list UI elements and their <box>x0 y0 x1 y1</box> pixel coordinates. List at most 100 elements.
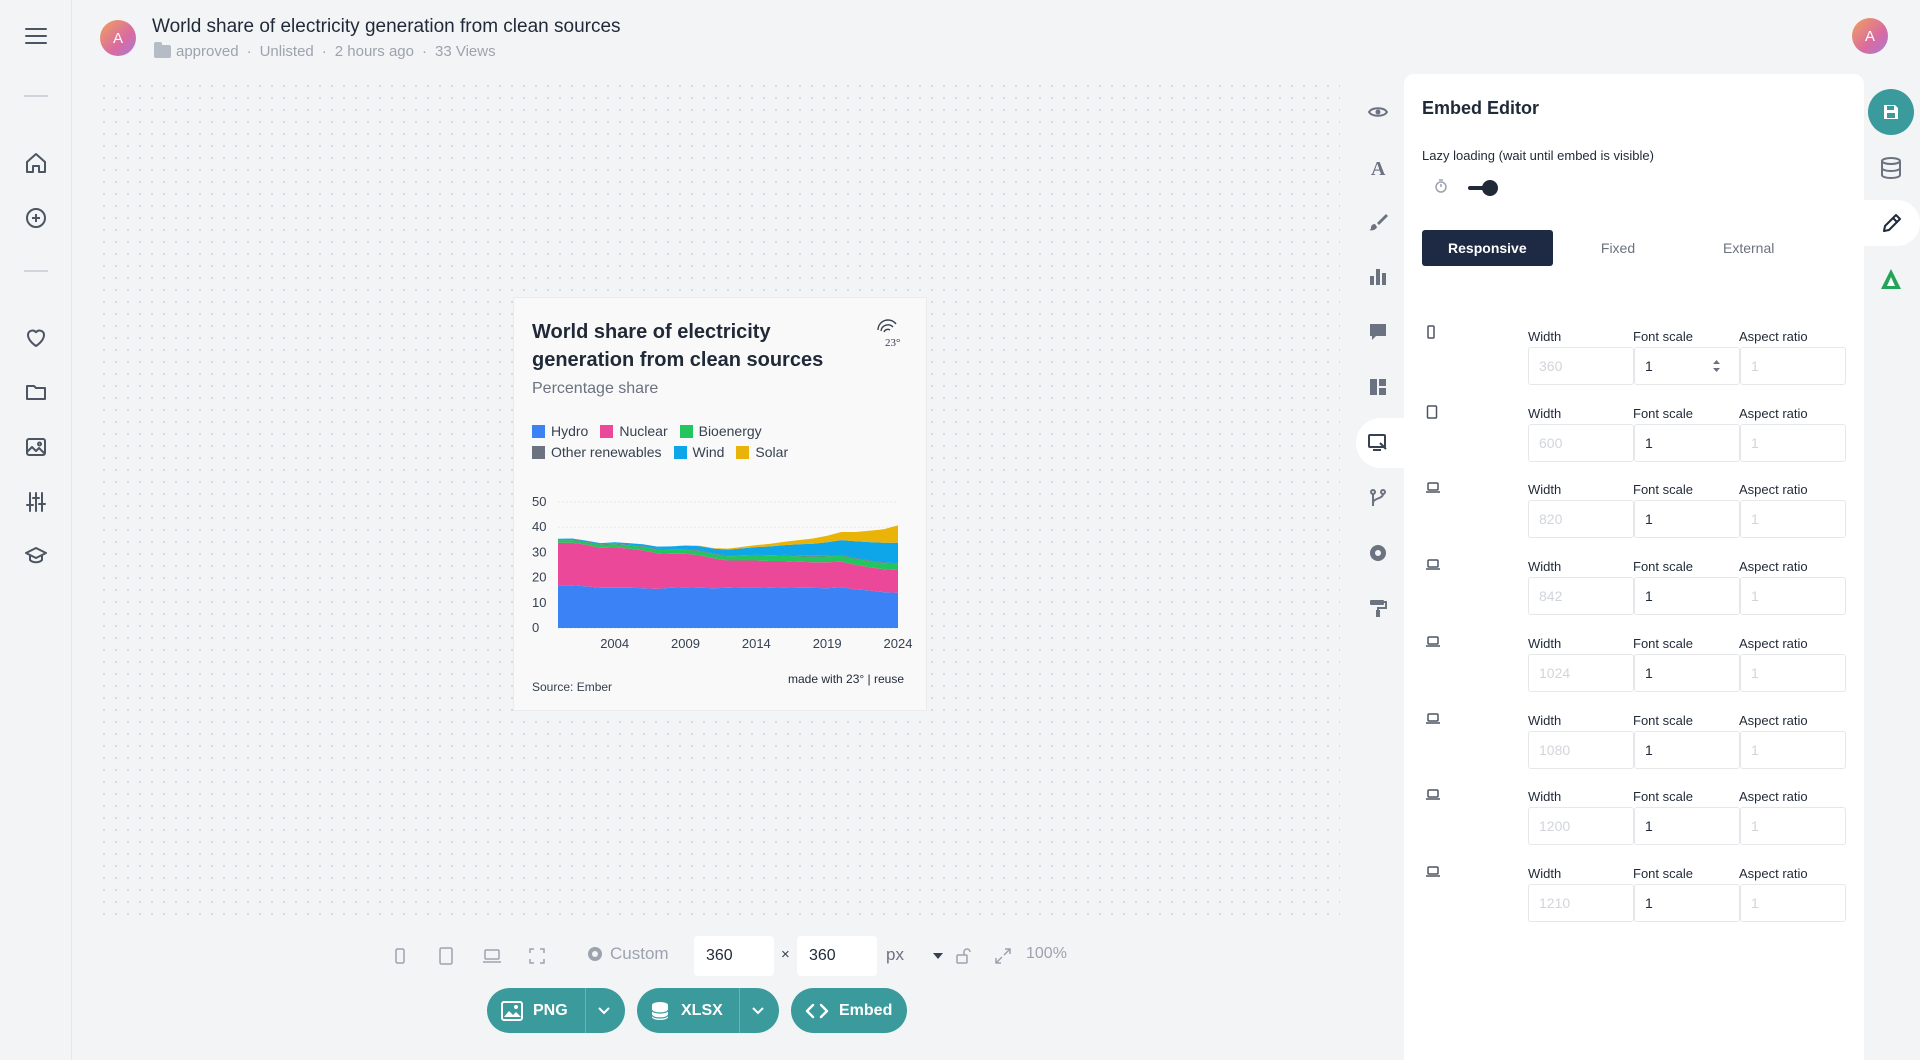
width-label: Width <box>1528 559 1562 575</box>
aspect-ratio-label: Aspect ratio <box>1739 635 1808 651</box>
zoom-fit-icon[interactable] <box>991 944 1015 968</box>
folder-icon[interactable] <box>20 376 52 408</box>
aspect-ratio-input[interactable] <box>1740 730 1846 769</box>
home-icon[interactable] <box>20 147 52 179</box>
x-tick-label: 2014 <box>742 636 771 651</box>
eye-icon[interactable] <box>1364 98 1392 126</box>
fork-icon[interactable] <box>1364 484 1392 512</box>
area-series-nuclear[interactable] <box>558 542 898 593</box>
avatar[interactable]: A <box>100 20 136 56</box>
laptop-icon <box>1426 558 1440 572</box>
legend-item: Solar <box>736 443 788 462</box>
chevron-down-icon[interactable] <box>598 1006 610 1015</box>
aspect-ratio-input[interactable] <box>1740 807 1846 846</box>
custom-label: Custom <box>610 944 669 963</box>
folder-name[interactable]: approved <box>176 43 239 60</box>
legend-swatch <box>679 425 693 438</box>
unlock-icon[interactable] <box>951 944 975 968</box>
legend-label: Wind <box>692 444 725 460</box>
aspect-ratio-input[interactable] <box>1740 883 1846 922</box>
save-button[interactable] <box>1868 89 1914 135</box>
chart-subtitle: Percentage share <box>532 380 659 397</box>
text-style-icon[interactable]: A <box>1364 154 1392 182</box>
tab-external[interactable]: External <box>1723 240 1775 256</box>
layout-icon[interactable] <box>1364 373 1392 401</box>
width-label: Width <box>1528 482 1562 498</box>
fullscreen-icon[interactable] <box>525 944 549 968</box>
breakpoint-width-input[interactable] <box>1528 730 1634 769</box>
chevron-down-icon[interactable] <box>752 1006 764 1015</box>
edit-pencil-icon[interactable] <box>1864 200 1920 246</box>
area-series-solar[interactable] <box>558 525 898 550</box>
area-series-hydro[interactable] <box>558 585 898 628</box>
area-series-wind[interactable] <box>558 538 898 564</box>
breakpoint-width-input[interactable] <box>1528 347 1634 385</box>
x-tick-label: 2024 <box>884 636 913 651</box>
code-icon <box>805 1003 829 1018</box>
menu-icon[interactable] <box>20 20 52 52</box>
tablet-size-icon[interactable] <box>434 944 458 968</box>
png-export-button[interactable]: PNG <box>487 988 625 1033</box>
png-label: PNG <box>533 1001 568 1019</box>
xlsx-export-button[interactable]: XLSX <box>637 988 779 1033</box>
breakpoint-width-input[interactable] <box>1528 883 1634 922</box>
breakpoint-row: Width Font scale Aspect ratio <box>1404 325 1864 389</box>
chart-credit[interactable]: made with 23° | reuse <box>788 672 904 686</box>
aspect-ratio-label: Aspect ratio <box>1739 712 1808 728</box>
font-scale-input[interactable] <box>1634 653 1740 692</box>
width-input[interactable] <box>694 936 774 976</box>
page-title[interactable]: World share of electricity generation fr… <box>152 16 621 37</box>
tab-responsive[interactable]: Responsive <box>1422 230 1553 266</box>
desktop-size-icon[interactable] <box>480 944 504 968</box>
aspect-ratio-input[interactable] <box>1740 423 1846 462</box>
breakpoint-width-input[interactable] <box>1528 653 1634 692</box>
aspect-ratio-input[interactable] <box>1740 577 1846 616</box>
chart-card[interactable]: World share of electricity generation fr… <box>514 298 926 710</box>
breakpoint-width-input[interactable] <box>1528 577 1634 616</box>
embed-button[interactable]: Embed <box>791 988 907 1033</box>
width-label: Width <box>1528 405 1562 421</box>
font-scale-input[interactable] <box>1634 883 1740 922</box>
area-series-bioenergy[interactable] <box>558 540 898 570</box>
font-scale-input[interactable] <box>1634 347 1740 385</box>
add-icon[interactable] <box>20 202 52 234</box>
brush-icon[interactable] <box>1364 208 1392 236</box>
legend-label: Nuclear <box>619 423 668 439</box>
x-tick-label: 2009 <box>671 636 700 651</box>
user-avatar[interactable]: A <box>1852 18 1888 54</box>
breakpoint-row: Width Font scale Aspect ratio <box>1404 636 1864 696</box>
breakpoint-width-input[interactable] <box>1528 500 1634 539</box>
lazy-loading-toggle[interactable] <box>1468 180 1498 196</box>
annotation-icon[interactable] <box>1364 318 1392 346</box>
data-icon[interactable] <box>1868 145 1914 191</box>
font-scale-input[interactable] <box>1634 577 1740 616</box>
legend-item: Hydro <box>532 422 588 441</box>
font-scale-input[interactable] <box>1634 807 1740 846</box>
heart-icon[interactable] <box>20 322 52 354</box>
aspect-ratio-input[interactable] <box>1740 500 1846 539</box>
image-icon[interactable] <box>20 431 52 463</box>
settings-icon[interactable] <box>1364 539 1392 567</box>
sliders-icon[interactable] <box>20 486 52 518</box>
font-scale-input[interactable] <box>1634 500 1740 539</box>
embed-mode-tabs: Responsive Fixed External <box>1422 230 1814 266</box>
embed-editor-icon[interactable] <box>1364 429 1392 457</box>
font-scale-input[interactable] <box>1634 730 1740 769</box>
graduation-icon[interactable] <box>20 540 52 572</box>
phone-size-icon[interactable] <box>388 944 412 968</box>
aspect-ratio-input[interactable] <box>1740 653 1846 692</box>
aspect-ratio-input[interactable] <box>1740 347 1846 385</box>
breakpoint-width-input[interactable] <box>1528 423 1634 462</box>
chart-plot: 0 10 20 30 40 50 2004 2009 2014 2019 2024 <box>532 494 913 651</box>
breakpoint-width-input[interactable] <box>1528 807 1634 846</box>
stepper-icon[interactable] <box>1712 357 1721 375</box>
bar-chart-icon[interactable] <box>1364 262 1392 290</box>
height-input[interactable] <box>797 936 877 976</box>
paint-roller-icon[interactable] <box>1364 594 1392 622</box>
tab-fixed[interactable]: Fixed <box>1600 240 1636 256</box>
aspect-ratio-label: Aspect ratio <box>1739 482 1808 498</box>
unit-dropdown-icon[interactable] <box>926 944 950 968</box>
triangle-app-icon[interactable] <box>1868 256 1914 302</box>
font-scale-input[interactable] <box>1634 423 1740 462</box>
custom-size-button[interactable]: Custom <box>586 944 669 964</box>
